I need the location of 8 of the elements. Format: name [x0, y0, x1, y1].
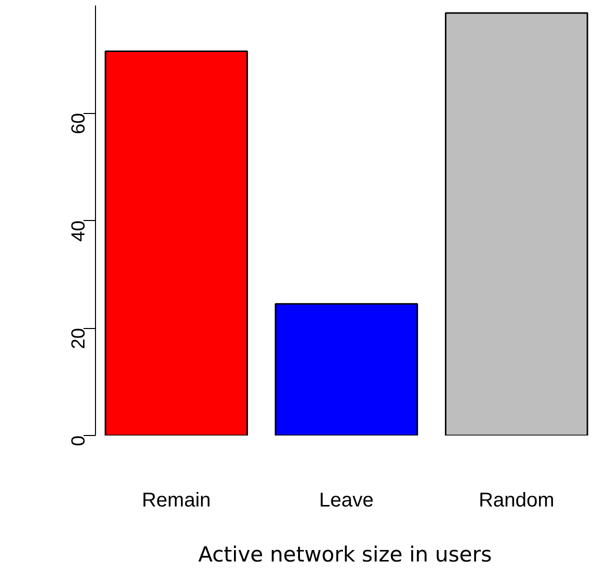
y-tick-label: 40: [68, 220, 90, 242]
x-tick-label: Leave: [319, 490, 374, 512]
y-tick-label: 0: [68, 435, 90, 446]
x-axis-title: Active network size in users: [198, 542, 492, 566]
y-tick-label: 60: [68, 112, 90, 134]
x-tick-label: Random: [478, 490, 554, 512]
x-tick-label: Remain: [142, 490, 211, 512]
y-tick-label: 20: [68, 328, 90, 350]
